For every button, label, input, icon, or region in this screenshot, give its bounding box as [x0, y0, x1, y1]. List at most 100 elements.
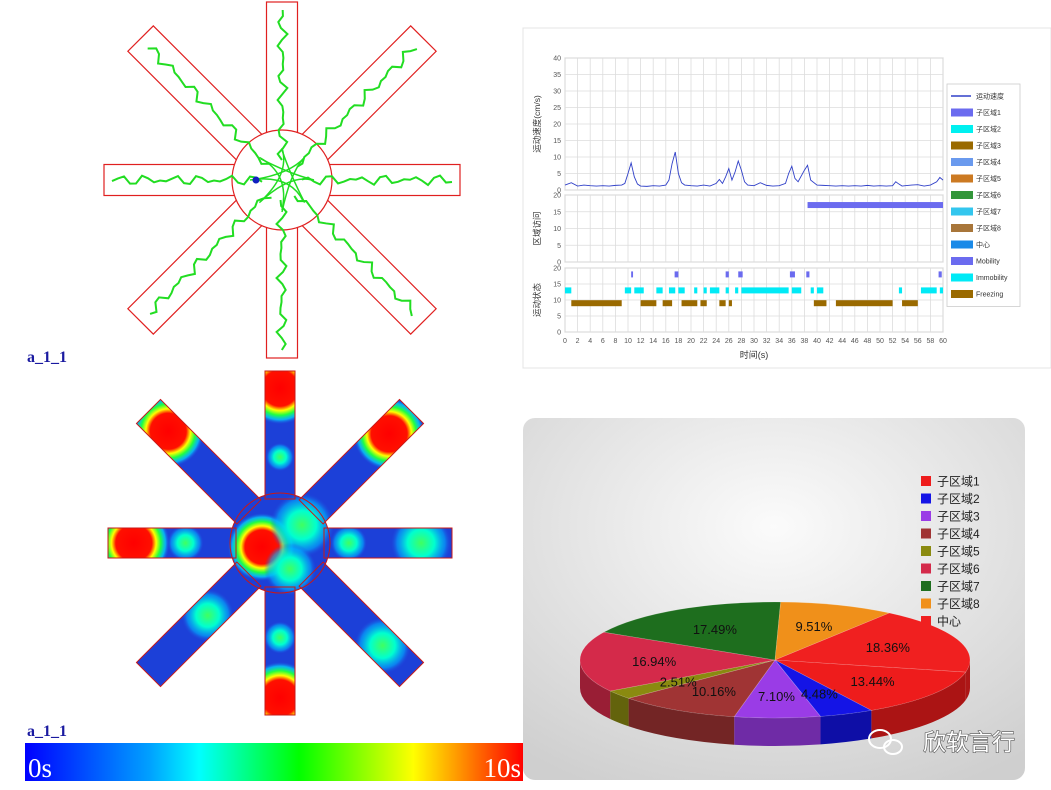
x-tick-label: 50: [876, 338, 884, 345]
maze-arm-outline: [264, 586, 296, 716]
legend-label: 子区域5: [937, 545, 980, 559]
legend-label: 子区域1: [976, 108, 1001, 117]
y-tick-label: 20: [553, 266, 561, 273]
y-tick-label: 0: [557, 260, 561, 267]
heat-spot: [354, 617, 411, 674]
legend-label: 子区域5: [976, 174, 1001, 183]
legend-swatch: [921, 581, 931, 591]
legend-swatch: [951, 108, 973, 117]
interval-bar: [571, 300, 622, 307]
pie-slice-side: [820, 710, 872, 745]
trajectory: [260, 158, 315, 181]
heat-spot: [270, 493, 334, 557]
legend-swatch: [951, 207, 973, 216]
interval-bar: [662, 300, 673, 307]
interval-bar: [939, 287, 943, 294]
interval-bar: [703, 287, 707, 294]
heat-spot: [244, 371, 316, 425]
pie-slice-side: [965, 660, 970, 701]
trajectory: [147, 47, 271, 165]
interval-bar: [725, 271, 729, 278]
legend-label: 中心: [976, 240, 990, 249]
legend-label: 子区域3: [937, 510, 980, 524]
legend-swatch: [951, 191, 973, 199]
trajectory: [296, 48, 418, 168]
x-tick-label: 12: [637, 338, 645, 345]
y-tick-label: 5: [557, 314, 561, 321]
interval-bar: [738, 271, 743, 278]
x-tick-label: 20: [687, 338, 695, 345]
speed-line: [564, 151, 944, 187]
scale-max-label: 10s: [483, 753, 521, 783]
y-tick-label: 20: [553, 122, 561, 129]
heat-spot: [181, 589, 234, 642]
trajectory: [281, 158, 304, 213]
legend-swatch: [921, 476, 931, 486]
legend-label: 子区域2: [937, 492, 980, 506]
interval-bar: [634, 287, 644, 294]
interval-bar: [624, 287, 632, 294]
track-label: a_1_1: [27, 349, 67, 366]
x-tick-label: 30: [750, 338, 758, 345]
legend-label: 子区域4: [976, 158, 1001, 167]
legend-swatch: [951, 240, 973, 249]
maze-arm-outline: [323, 527, 453, 559]
x-tick-label: 24: [712, 338, 720, 345]
interval-bar: [806, 271, 810, 278]
x-tick-label: 36: [788, 338, 796, 345]
interval-bar: [728, 300, 732, 307]
x-tick-label: 10: [624, 338, 632, 345]
legend-label: 子区域8: [976, 224, 1001, 233]
y-tick-label: 40: [553, 56, 561, 63]
x-tick-label: 46: [851, 338, 859, 345]
maze-arm: [127, 196, 266, 335]
y-tick-label: 5: [557, 171, 561, 178]
pie-slice: [733, 659, 822, 719]
x-tick-label: 40: [813, 338, 821, 345]
pie-slice: [774, 612, 971, 673]
legend-label: 子区域8: [937, 597, 980, 611]
trajectory: [293, 195, 413, 317]
track-panel: [103, 1, 461, 359]
maze-arm-outline: [135, 561, 262, 688]
x-tick-label: 22: [700, 338, 708, 345]
pie-value-label: 9.51%: [795, 619, 832, 634]
legend-label: Immobility: [976, 275, 1008, 282]
heat-spot: [167, 525, 204, 561]
pie-value-label: 4.48%: [801, 686, 838, 701]
heat-spot: [266, 443, 294, 471]
legend-label: 子区域7: [976, 207, 1001, 216]
interval-bar: [700, 300, 707, 307]
interval-bar: [719, 300, 726, 307]
pie-value-label: 10.16%: [692, 684, 737, 699]
y-tick-label: 15: [553, 209, 561, 216]
x-tick-label: 28: [738, 338, 746, 345]
legend-swatch: [951, 141, 973, 150]
y-tick-label: 10: [553, 155, 561, 162]
pie-slice-side: [734, 716, 821, 746]
interval-bar: [920, 287, 937, 294]
pie-slice-side: [610, 690, 629, 727]
x-tick-label: 18: [675, 338, 683, 345]
pie-slice: [603, 601, 781, 661]
trajectory: [111, 174, 263, 186]
pie-slice: [609, 659, 776, 699]
x-tick-label: 34: [775, 338, 783, 345]
interval-bar: [735, 287, 739, 294]
pie-value-label: 7.10%: [758, 689, 795, 704]
heat-spot: [244, 661, 316, 715]
pie-slice: [627, 659, 776, 718]
pie-value-label: 18.36%: [866, 640, 911, 655]
interval-bar: [640, 300, 657, 307]
x-tick-label: 48: [864, 338, 872, 345]
legend-label: 子区域1: [937, 475, 980, 489]
legend-swatch: [951, 174, 973, 183]
y-tick-label: 5: [557, 243, 561, 250]
y-axis-label: 区域访问: [532, 211, 542, 245]
trajectory: [301, 174, 453, 187]
pie-chart: 13.44% 4.48% 7.10% 10.16%2.51% 16.94% 17.49% 9…: [579, 475, 980, 746]
line-chart: 0510152025303540运动速度(cm/s)05101520区域访问05…: [532, 56, 1021, 360]
heatmap-panel: [107, 370, 453, 716]
trajectory: [281, 149, 306, 203]
